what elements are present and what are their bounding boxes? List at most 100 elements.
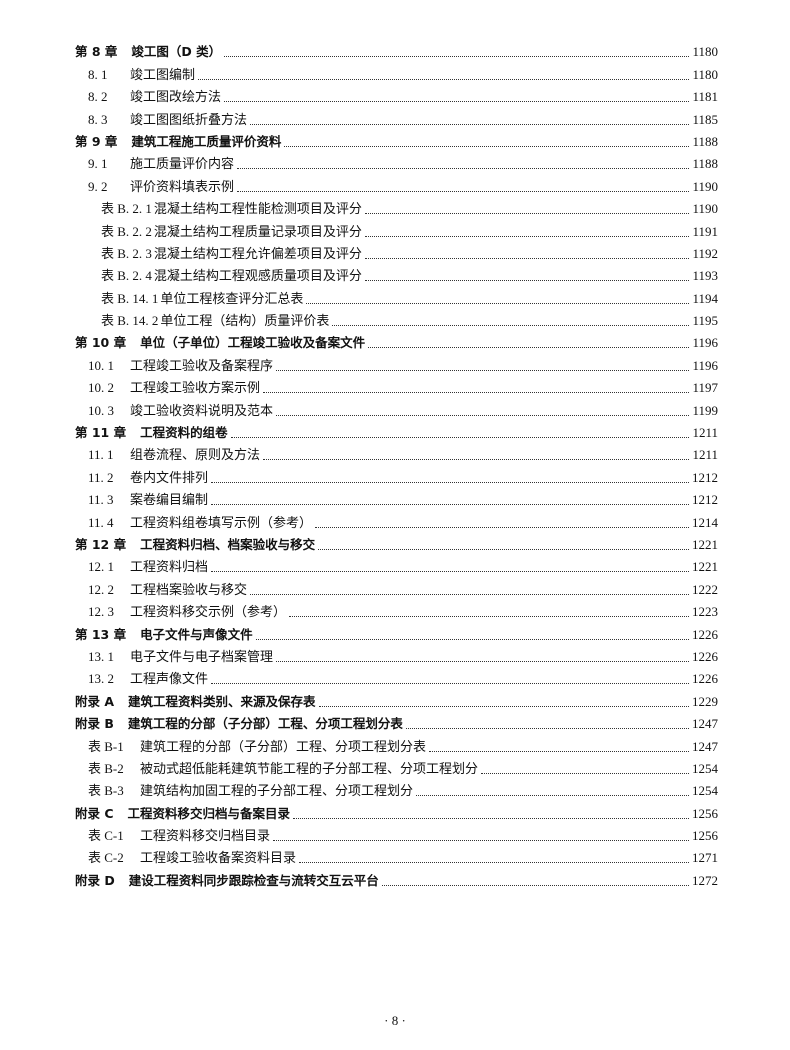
entry-page: 1193 [692, 268, 718, 284]
entry-page: 1212 [692, 469, 718, 485]
toc-entry-table[interactable]: 表 B. 2. 4 混凝土结构工程观感质量项目及评分 1193 [75, 262, 718, 284]
entry-title: 工程档案验收与移交 [130, 581, 248, 597]
entry-number: 第 8 章 [75, 44, 118, 60]
toc-entry-section[interactable]: 11. 3 案卷编目编制 1212 [75, 486, 718, 508]
entry-number: 12. 1 [88, 559, 114, 575]
toc-entry-chapter[interactable]: 附录 C 工程资料移交归档与备案目录 1256 [75, 799, 718, 821]
entry-title: 案卷编目编制 [130, 492, 209, 508]
entry-title: 工程竣工验收备案资料目录 [140, 850, 297, 866]
dot-leader [481, 772, 689, 774]
toc-entry-section[interactable]: 12. 3 工程资料移交示例（参考） 1223 [75, 598, 718, 620]
dot-leader [230, 437, 690, 439]
entry-page: 1272 [692, 872, 718, 888]
dot-leader [211, 571, 689, 573]
dot-leader [255, 638, 689, 640]
entry-page: 1194 [692, 290, 718, 306]
toc-entry-section[interactable]: 8. 3 竣工图图纸折叠方法 1185 [75, 105, 718, 127]
toc-entry-chapter[interactable]: 附录 D 建设工程资料同步跟踪检查与流转交互云平台 1272 [75, 866, 718, 888]
entry-title: 竣工图图纸折叠方法 [130, 111, 248, 127]
toc-entry-section[interactable]: 11. 4 工程资料组卷填写示例（参考） 1214 [75, 508, 718, 530]
toc-entry-section[interactable]: 9. 1 施工质量评价内容 1188 [75, 150, 718, 172]
table-of-contents: 第 8 章竣工图（D 类） 1180 8. 1 竣工图编制 1180 8. 2 竣工图改绘方… [75, 38, 718, 889]
entry-page: 1185 [692, 111, 718, 127]
entry-title: 施工质量评价内容 [130, 156, 235, 172]
toc-entry-section[interactable]: 10. 3 竣工验收资料说明及范本 1199 [75, 396, 718, 418]
entry-page: 1190 [692, 178, 718, 194]
entry-title: 建筑结构加固工程的子分部工程、分项工程划分 [140, 783, 414, 799]
toc-entry-apptable[interactable]: 表 C-2 工程竣工验收备案资料目录 1271 [75, 844, 718, 866]
toc-entry-chapter[interactable]: 第 12 章工程资料归档、档案验收与移交 1221 [75, 531, 718, 553]
toc-entry-section[interactable]: 12. 2 工程档案验收与移交 1222 [75, 575, 718, 597]
toc-entry-chapter[interactable]: 第 11 章工程资料的组卷 1211 [75, 419, 718, 441]
entry-title: 评价资料填表示例 [130, 178, 235, 194]
entry-title: 工程声像文件 [130, 671, 209, 687]
entry-title: 单位工程（结构）质量评价表 [160, 313, 330, 329]
toc-entry-section[interactable]: 11. 1 组卷流程、原则及方法 1211 [75, 441, 718, 463]
entry-page: 1191 [692, 223, 718, 239]
toc-entry-apptable[interactable]: 表 B-1 建筑工程的分部（子分部）工程、分项工程划分表 1247 [75, 732, 718, 754]
toc-entry-table[interactable]: 表 B. 2. 3 混凝土结构工程允许偏差项目及评分 1192 [75, 240, 718, 262]
toc-entry-chapter[interactable]: 附录 B 建筑工程的分部（子分部）工程、分项工程划分表 1247 [75, 710, 718, 732]
entry-title: 组卷流程、原则及方法 [130, 447, 261, 463]
entry-page: 1197 [692, 380, 718, 396]
entry-page: 1188 [692, 156, 718, 172]
entry-page: 1181 [692, 89, 718, 105]
toc-entry-apptable[interactable]: 表 B-2 被动式超低能耗建筑节能工程的子分部工程、分项工程划分 1254 [75, 755, 718, 777]
entry-title: 竣工图（D 类） [131, 44, 222, 60]
entry-page: 1221 [692, 559, 718, 575]
toc-entry-apptable[interactable]: 表 B-3 建筑结构加固工程的子分部工程、分项工程划分 1254 [75, 777, 718, 799]
entry-title: 单位（子单位）工程竣工验收及备案文件 [140, 335, 366, 351]
toc-entry-section[interactable]: 9. 2 评价资料填表示例 1190 [75, 172, 718, 194]
entry-page: 1180 [692, 66, 718, 82]
entry-number: 12. 3 [88, 604, 114, 620]
entry-page: 1221 [692, 536, 718, 552]
toc-entry-section[interactable]: 13. 1 电子文件与电子档案管理 1226 [75, 643, 718, 665]
entry-number: 表 B. 2. 1 [101, 201, 152, 217]
toc-entry-section[interactable]: 12. 1 工程资料归档 1221 [75, 553, 718, 575]
entry-title: 竣工验收资料说明及范本 [130, 402, 274, 418]
toc-entry-section[interactable]: 13. 2 工程声像文件 1226 [75, 665, 718, 687]
toc-entry-table[interactable]: 表 B. 14. 2 单位工程（结构）质量评价表 1195 [75, 307, 718, 329]
dot-leader [276, 660, 689, 662]
toc-entry-chapter[interactable]: 附录 A 建筑工程资料类别、来源及保存表 1229 [75, 687, 718, 709]
entry-title: 建筑工程的分部（子分部）工程、分项工程划分表 [140, 738, 427, 754]
toc-entry-apptable[interactable]: 表 C-1 工程资料移交归档目录 1256 [75, 822, 718, 844]
dot-leader [198, 78, 690, 80]
entry-title: 竣工图编制 [130, 66, 196, 82]
entry-title: 混凝土结构工程性能检测项目及评分 [153, 201, 362, 217]
entry-page: 1256 [692, 805, 718, 821]
entry-title: 工程资料的组卷 [140, 425, 228, 441]
toc-entry-section[interactable]: 10. 1 工程竣工验收及备案程序 1196 [75, 351, 718, 373]
entry-title: 工程资料移交归档与备案目录 [127, 805, 291, 821]
entry-title: 工程资料移交示例（参考） [130, 604, 287, 620]
toc-entry-section[interactable]: 8. 1 竣工图编制 1180 [75, 60, 718, 82]
toc-entry-section[interactable]: 10. 2 工程竣工验收方案示例 1197 [75, 374, 718, 396]
dot-leader [299, 862, 689, 864]
entry-number: 11. 1 [88, 447, 114, 463]
entry-number: 表 B-3 [88, 783, 124, 799]
toc-entry-chapter[interactable]: 第 8 章竣工图（D 类） 1180 [75, 38, 718, 60]
dot-leader [250, 593, 689, 595]
entry-title: 混凝土结构工程质量记录项目及评分 [153, 223, 362, 239]
entry-number: 10. 2 [88, 380, 114, 396]
entry-number: 11. 2 [88, 469, 114, 485]
toc-entry-section[interactable]: 8. 2 竣工图改绘方法 1181 [75, 83, 718, 105]
toc-entry-table[interactable]: 表 B. 14. 1 单位工程核查评分汇总表 1194 [75, 284, 718, 306]
dot-leader [211, 481, 689, 483]
entry-number: 第 13 章 [75, 626, 127, 642]
dot-leader [405, 728, 689, 730]
entry-number: 第 10 章 [75, 335, 127, 351]
dot-leader [211, 504, 689, 506]
toc-entry-section[interactable]: 11. 2 卷内文件排列 1212 [75, 463, 718, 485]
toc-entry-chapter[interactable]: 第 9 章建筑工程施工质量评价资料 1188 [75, 128, 718, 150]
toc-entry-table[interactable]: 表 B. 2. 2 混凝土结构工程质量记录项目及评分 1191 [75, 217, 718, 239]
entry-number: 第 9 章 [75, 133, 118, 149]
entry-title: 混凝土结构工程允许偏差项目及评分 [153, 245, 362, 261]
toc-entry-table[interactable]: 表 B. 2. 1 混凝土结构工程性能检测项目及评分 1190 [75, 195, 718, 217]
entry-title: 混凝土结构工程观感质量项目及评分 [153, 268, 362, 284]
toc-entry-chapter[interactable]: 第 13 章电子文件与声像文件 1226 [75, 620, 718, 642]
entry-title: 工程资料组卷填写示例（参考） [130, 514, 313, 530]
entry-page: 1195 [692, 313, 718, 329]
toc-entry-chapter[interactable]: 第 10 章单位（子单位）工程竣工验收及备案文件 1196 [75, 329, 718, 351]
entry-page: 1211 [692, 425, 718, 441]
